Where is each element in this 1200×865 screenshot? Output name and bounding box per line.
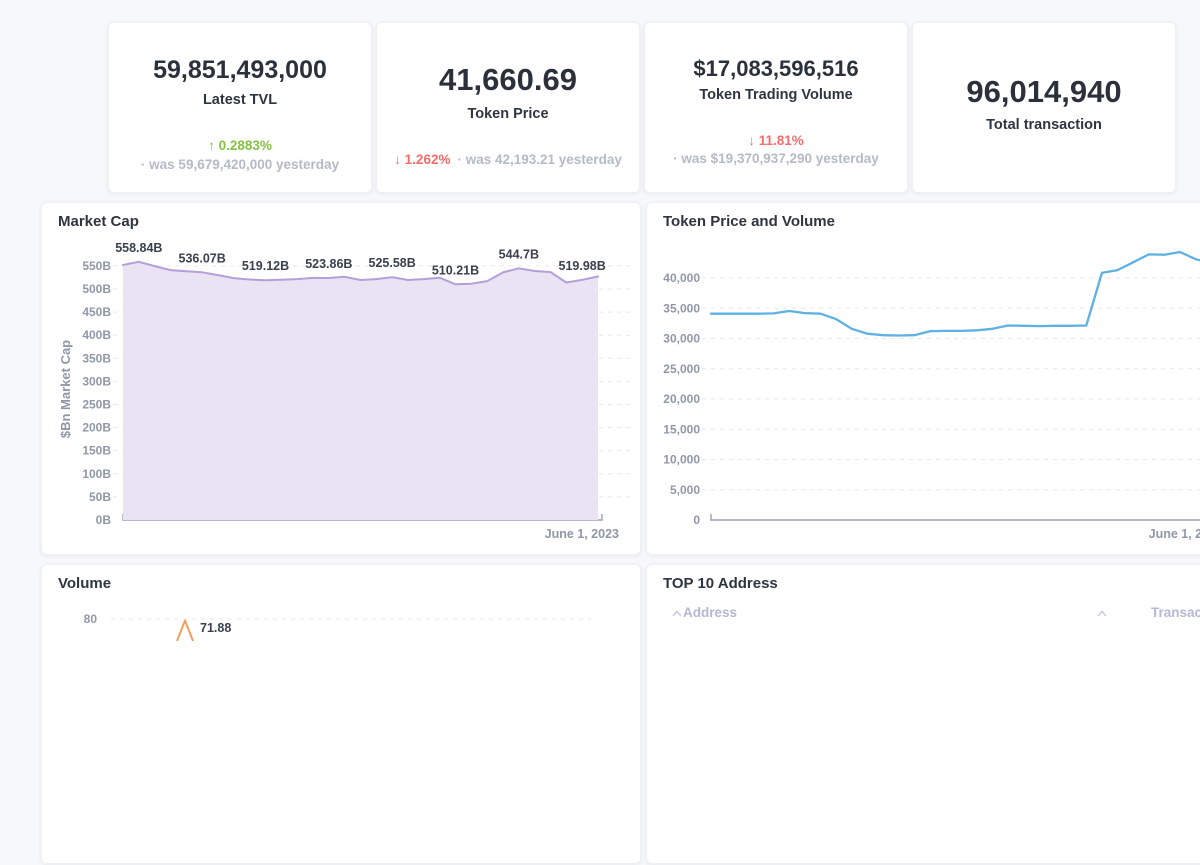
change-percent: 0.2883% — [218, 138, 272, 154]
dashboard-page: { "page": {"background": "#f7f8fb"}, "st… — [41, 22, 1200, 864]
svg-text:250B: 250B — [82, 398, 111, 412]
svg-text:71.88: 71.88 — [200, 621, 231, 635]
chart-title: Market Cap — [58, 213, 139, 230]
svg-text:10,000: 10,000 — [663, 453, 700, 467]
stat-label: Latest TVL — [202, 92, 278, 109]
previous-value-text: · was 59,679,420,000 yesterday — [140, 157, 340, 173]
stat-card-latest-tvl: 59,851,493,000 Latest TVL ↑ 0.2883% · wa… — [108, 22, 372, 193]
svg-text:$Bn Market Cap: $Bn Market Cap — [58, 340, 73, 438]
svg-text:June 1, 2023: June 1, 2023 — [545, 527, 619, 541]
svg-text:40,000: 40,000 — [663, 271, 700, 285]
market-cap-chart-card: Market Cap 0B 50B 100B 150B 200B 250B 300B 350B… — [41, 202, 641, 555]
stat-label: Total transaction — [986, 116, 1102, 133]
svg-text:400B: 400B — [82, 328, 111, 342]
svg-text:523.86B: 523.86B — [305, 257, 352, 271]
svg-text:5,000: 5,000 — [670, 483, 700, 497]
svg-text:558.84B: 558.84B — [115, 241, 162, 255]
arrow-down-icon: ↓ — [394, 151, 401, 167]
svg-text:30,000: 30,000 — [663, 332, 700, 346]
change-row: ↓ 1.262% · was 42,193.21 yesterday — [394, 152, 622, 167]
previous-value-text: · was $19,370,937,290 yesterday — [673, 150, 879, 166]
svg-text:500B: 500B — [82, 282, 111, 296]
change-percent: 11.81% — [758, 132, 804, 148]
svg-text:200B: 200B — [82, 421, 111, 435]
svg-text:0: 0 — [693, 513, 700, 527]
svg-text:519.12B: 519.12B — [242, 259, 289, 273]
change-indicator: ↓ 11.81% — [748, 133, 804, 148]
svg-text:450B: 450B — [82, 305, 111, 319]
svg-text:544.7B: 544.7B — [499, 247, 539, 261]
stat-card-token-price: 41,660.69 Token Price ↓ 1.262% · was 42,… — [376, 22, 640, 193]
svg-text:35,000: 35,000 — [663, 301, 700, 315]
column-label[interactable]: Transaction — [1151, 605, 1200, 620]
table-title: TOP 10 Address — [663, 575, 778, 592]
chart-title: Token Price and Volume — [663, 213, 835, 230]
change-percent: 1.262% — [404, 151, 451, 167]
stat-value: 41,660.69 — [439, 62, 577, 97]
stat-value: 59,851,493,000 — [153, 56, 327, 84]
stat-card-total-transaction: 96,014,940 Total transaction — [912, 22, 1176, 193]
column-label[interactable]: Address — [683, 605, 738, 620]
stat-label: Token Trading Volume — [699, 86, 853, 103]
svg-text:300B: 300B — [82, 374, 111, 388]
change-indicator: ↓ 1.262% — [394, 152, 450, 167]
stat-label: Token Price — [467, 105, 549, 122]
stat-value: $17,083,596,516 — [693, 56, 859, 81]
svg-text:350B: 350B — [82, 351, 111, 365]
arrow-up-icon: ↑ — [208, 138, 215, 154]
change-indicator: ↑ 0.2883% — [208, 138, 272, 153]
arrow-down-icon: ↓ — [748, 132, 755, 148]
svg-text:150B: 150B — [82, 444, 111, 458]
previous-value-text: · was 42,193.21 yesterday — [457, 151, 622, 167]
svg-text:550B: 550B — [82, 259, 111, 273]
svg-text:June 1, 2023: June 1, 2023 — [1149, 527, 1200, 541]
market-cap-area-chart: 0B 50B 100B 150B 200B 250B 300B 350B 400B 450B 500… — [58, 241, 632, 541]
svg-text:80: 80 — [84, 612, 98, 626]
token-price-line-chart: 0 5,000 10,000 15,000 20,000 25,000 30,000 35,0… — [663, 250, 1200, 541]
stat-value: 96,014,940 — [966, 74, 1122, 109]
svg-text:20,000: 20,000 — [663, 392, 700, 406]
token-price-chart-card: Token Price and Volume 0 5,000 10,000 15,00… — [646, 202, 1200, 555]
top10-address-card: TOP 10 Address Address Transaction — [646, 564, 1200, 864]
stat-card-trading-volume: $17,083,596,516 Token Trading Volume ↓ 1… — [644, 22, 908, 193]
sort-caret-icon[interactable] — [1097, 610, 1107, 617]
svg-text:100B: 100B — [82, 467, 111, 481]
svg-text:510.21B: 510.21B — [432, 263, 479, 277]
svg-text:25,000: 25,000 — [663, 362, 700, 376]
volume-chart-card: Volume 80 71.88 — [41, 564, 641, 864]
svg-text:519.98B: 519.98B — [559, 259, 606, 273]
sort-caret-icon[interactable] — [672, 610, 682, 617]
chart-title: Volume — [58, 575, 112, 592]
svg-text:0B: 0B — [96, 513, 112, 527]
svg-text:536.07B: 536.07B — [179, 251, 226, 265]
svg-text:525.58B: 525.58B — [369, 256, 416, 270]
svg-text:15,000: 15,000 — [663, 422, 700, 436]
svg-text:50B: 50B — [89, 490, 111, 504]
volume-line-chart: 80 71.88 — [84, 612, 591, 642]
